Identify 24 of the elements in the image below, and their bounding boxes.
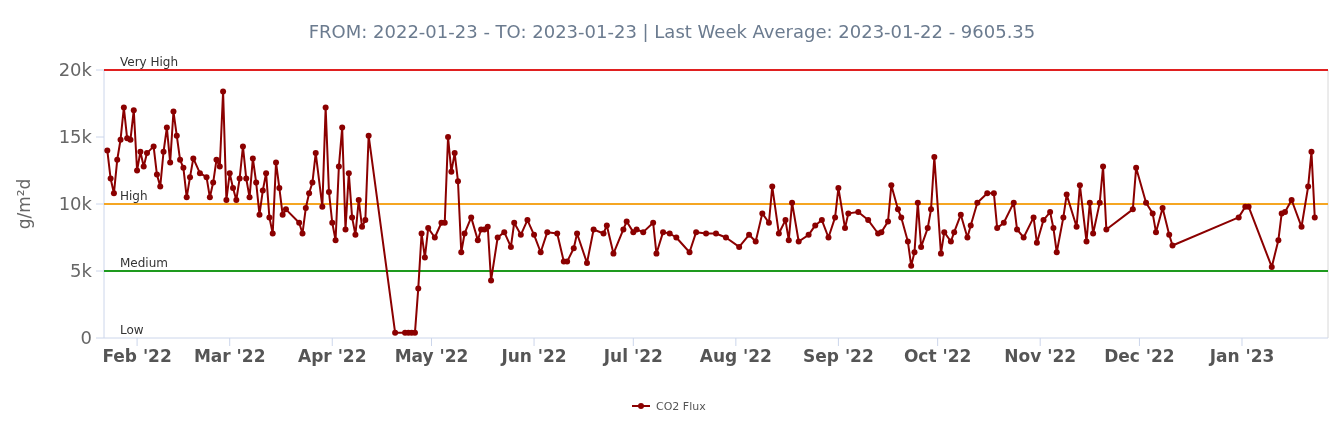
x-tick-label: Dec '22	[1104, 346, 1175, 366]
x-tick-label: Jan '23	[1208, 346, 1275, 366]
x-tick-label: Mar '22	[193, 346, 266, 366]
x-tick-label: Aug '22	[699, 346, 772, 366]
y-tick-label: 0	[80, 327, 92, 349]
x-tick-label: Feb '22	[102, 346, 172, 366]
legend-label: CO2 Flux	[656, 400, 707, 413]
x-tick-label: Sep '22	[803, 346, 874, 366]
y-tick-label: 20k	[58, 59, 93, 81]
y-tick-label: 5k	[70, 260, 93, 282]
ref-line-label: High	[120, 189, 148, 203]
y-tick-label: 10k	[58, 193, 93, 215]
y-tick-label: 15k	[58, 126, 93, 148]
x-tick-label: May '22	[394, 346, 469, 366]
x-tick-label: Oct '22	[903, 346, 972, 366]
x-tick-label: Jul '22	[602, 346, 663, 366]
x-tick-label: Nov '22	[1004, 346, 1077, 366]
ref-line-label: Very High	[120, 55, 179, 69]
annotation: Low	[120, 323, 144, 337]
x-tick-label: Jun '22	[500, 346, 567, 366]
chart-subtitle: FROM: 2022-01-23 - TO: 2023-01-23 | Last Week Average: 2023-01-22 - 9605.35	[308, 21, 1036, 42]
ref-line-label: Medium	[120, 256, 168, 270]
y-axis-title: g/m²d	[14, 178, 34, 230]
x-tick-label: Apr '22	[298, 346, 367, 366]
